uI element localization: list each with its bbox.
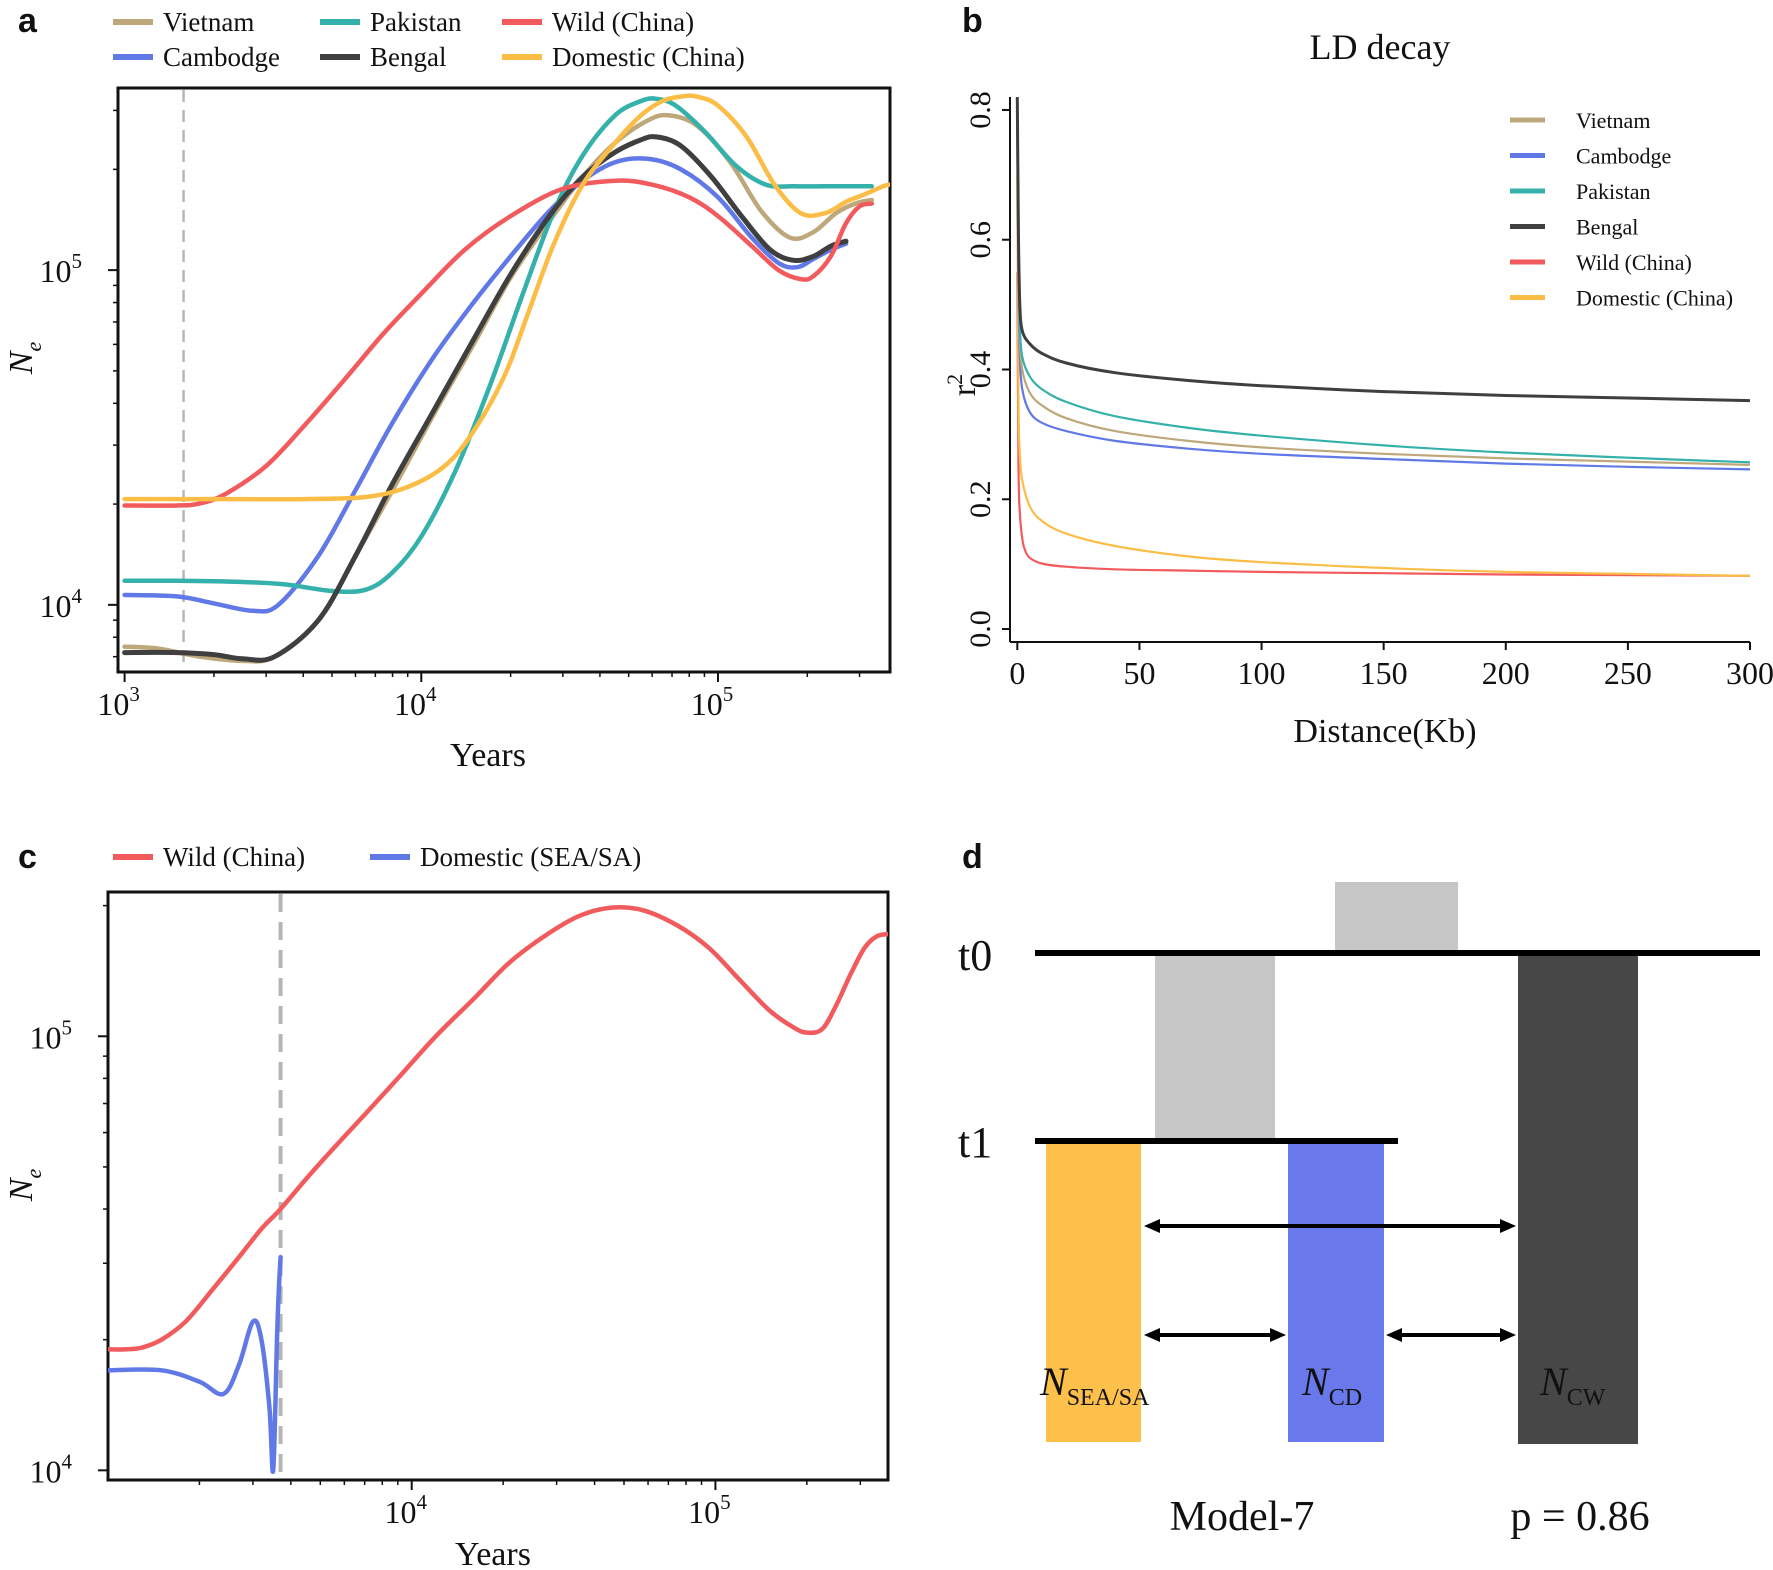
panel-label-d: d [962,838,983,876]
series-line-domestic-sea-sa [108,1254,283,1475]
x-tick-label: 0 [1009,655,1025,691]
legend-label-pakistan: Pakistan [1576,179,1651,204]
legend-label-domestic-china: Domestic (China) [1576,286,1733,311]
series-line-bengal [122,134,849,663]
chart-title-b: LD decay [1310,27,1451,67]
y-tick-label: 0.6 [964,221,997,259]
y-tick-label: 0.8 [964,91,997,129]
t1-label: t1 [958,1118,992,1167]
legend-c: Wild (China) Domestic (SEA/SA) [113,842,641,872]
x-axis-title-c: Years [455,1536,531,1570]
pop-label-nsea-sa: NSEA/SA [1039,1359,1150,1411]
panel-label-b: b [962,2,983,40]
arrowhead-icon [1500,1219,1516,1233]
legend-a: Vietnam Cambodge Pakistan Bengal Wild (China… [113,7,745,72]
x-tick-label: 103 [97,682,139,722]
axes-b: 0 50 100 150 200 250 300 0.0 0.2 0.4 0.6 0.8 [964,91,1773,691]
arrowhead-icon [1500,1328,1516,1342]
panel-label-a: a [18,2,38,40]
legend-label-domestic-china: Domestic (China) [552,42,745,72]
y-axis-title-c: Ne [3,1169,46,1203]
legend-label-domestic-sea-sa: Domestic (SEA/SA) [420,842,641,872]
series-line-wild-china [122,178,875,508]
legend-label-bengal: Bengal [1576,215,1638,240]
x-tick-label: 104 [394,682,437,722]
plot-frame-a [116,86,892,674]
ancestral-bar-top [1335,882,1458,952]
ancestral-bar-middle [1155,954,1275,1140]
plot-area-b [1015,96,1751,577]
x-tick-label: 104 [384,1490,427,1530]
axes-a: 103 104 105 104 105 [40,109,861,722]
panel-c: c Wild (China) Domestic (SEA/SA) 104 10510… [3,838,890,1570]
plot-area-a [122,90,890,670]
x-tick-label: 105 [691,682,734,722]
legend-label-wild-china: Wild (China) [1576,250,1692,275]
model-name: Model-7 [1170,1494,1315,1540]
panel-label-c: c [18,838,37,876]
legend-label-vietnam: Vietnam [163,7,254,37]
legend-label-cambodge: Cambodge [1576,144,1671,169]
pop-label-ncw: NCW [1539,1359,1606,1411]
x-tick-label: 300 [1726,655,1773,691]
model-pvalue: p = 0.86 [1510,1494,1649,1540]
ld-decay-line-domestic-china [1016,174,1751,577]
y-tick-label: 104 [30,1449,73,1489]
x-tick-label: 100 [1238,655,1286,691]
arrowhead-icon [1144,1219,1160,1233]
series-line-pakistan [122,96,875,595]
x-tick-label: 105 [688,1490,731,1530]
x-tick-label: 250 [1604,655,1652,691]
panel-d: d t0 t1 NSEA/SA NCD NCW Model-7 p = 0.86 [958,838,1760,1540]
x-tick-label: 150 [1360,655,1408,691]
x-tick-label: 200 [1482,655,1530,691]
series-line-domestic-china [122,93,890,502]
ld-decay-line-wild-china [1016,272,1751,577]
legend-label-wild-china: Wild (China) [163,842,305,872]
pop-bar-ncd [1288,1142,1384,1442]
pop-bar-nsea-sa [1046,1142,1141,1442]
y-tick-label: 0.4 [964,351,997,389]
legend-label-bengal: Bengal [370,42,446,72]
plot-frame-c [106,890,890,1482]
pop-label-ncd: NCD [1301,1359,1362,1411]
panel-a: a Vietnam Cambodge Pakistan Bengal Wild (Chi… [3,2,892,774]
y-tick-label: 0.2 [964,481,997,519]
y-tick-label: 104 [40,584,83,624]
legend-label-pakistan: Pakistan [370,7,462,37]
axes-c: 104 105 104 105 [30,904,862,1530]
arrowhead-icon [1270,1328,1286,1342]
series-line-wild-china [108,904,888,1352]
y-axis-title-a: Ne [3,342,46,376]
y-tick-label: 105 [40,249,83,289]
y-tick-label: 105 [30,1015,73,1055]
panel-b: b LD decay 0 50 100 150 200 250 300 0.0 0.2 0.4 0.… [942,2,1773,750]
migration-arrows [1144,1219,1516,1342]
t0-label: t0 [958,931,992,980]
series-line-cambodge [122,156,849,614]
arrowhead-icon [1386,1328,1402,1342]
x-tick-label: 50 [1123,655,1155,691]
x-axis-title-b: Distance(Kb) [1293,713,1476,750]
legend-label-cambodge: Cambodge [163,42,280,72]
y-axis-title-b: r2 [942,374,983,396]
pop-bar-ncw [1518,954,1638,1444]
x-axis-title-a: Years [450,737,526,774]
legend-label-wild-china: Wild (China) [552,7,694,37]
plot-area-c [108,894,888,1478]
arrowhead-icon [1144,1328,1160,1342]
ld-decay-line-bengal [1015,96,1751,403]
legend-b: Vietnam Cambodge Pakistan Bengal Wild (China… [1510,108,1733,311]
y-tick-label: 0.0 [964,610,997,648]
legend-label-vietnam: Vietnam [1576,108,1650,133]
